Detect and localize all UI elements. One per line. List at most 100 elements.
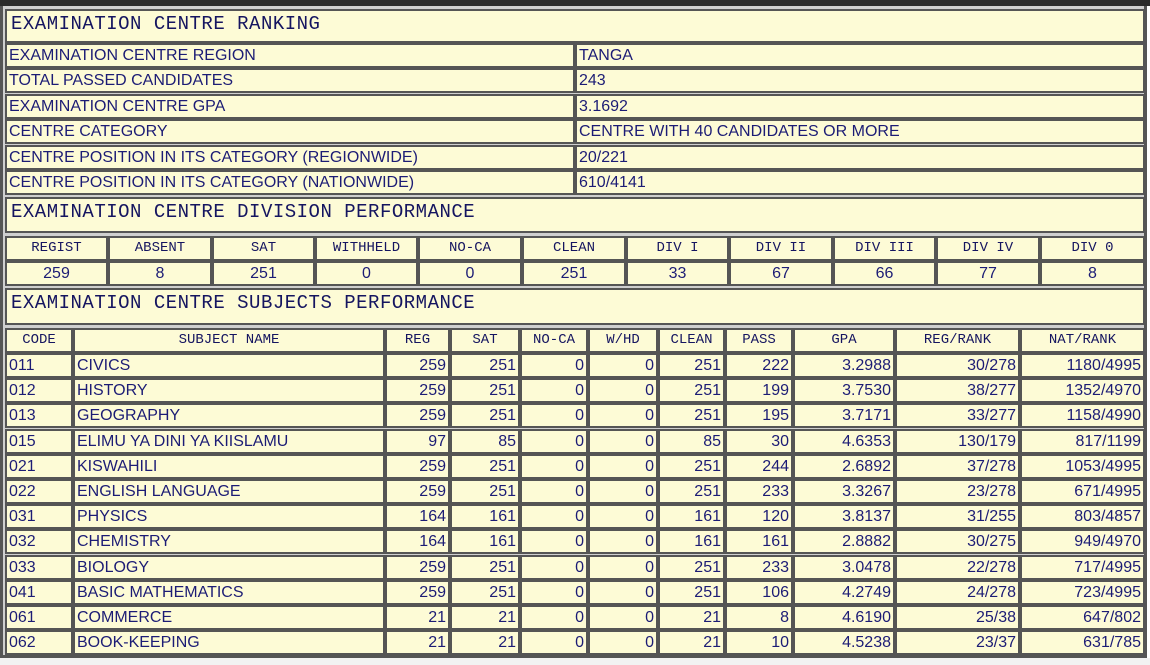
- subject-sat: 251: [450, 378, 520, 403]
- subject-gpa: 3.3267: [793, 479, 895, 504]
- subject-name: ELIMU YA DINI YA KIISLAMU: [73, 429, 385, 454]
- subject-code: 012: [5, 378, 73, 403]
- subject-name: HISTORY: [73, 378, 385, 403]
- division-value: 0: [315, 261, 418, 286]
- subject-code: 032: [5, 529, 73, 554]
- subject-sat: 85: [450, 429, 520, 454]
- division-header: DIV I: [626, 236, 729, 261]
- subject-code: 031: [5, 504, 73, 529]
- division-header: NO-CA: [418, 236, 522, 261]
- subject-code: 021: [5, 454, 73, 479]
- ranking-label: CENTRE CATEGORY: [5, 119, 575, 144]
- division-value: 8: [1040, 261, 1145, 286]
- subject-whd: 0: [588, 630, 658, 655]
- subjects-header: NAT/RANK: [1020, 328, 1145, 353]
- subject-clean: 251: [658, 403, 725, 428]
- subject-name: BIOLOGY: [73, 555, 385, 580]
- subject-reg-rank: 37/278: [895, 454, 1020, 479]
- division-value: 251: [212, 261, 315, 286]
- subjects-header: PASS: [725, 328, 793, 353]
- ranking-label: TOTAL PASSED CANDIDATES: [5, 68, 575, 93]
- subject-noca: 0: [520, 403, 588, 428]
- subject-name: COMMERCE: [73, 605, 385, 630]
- subject-reg: 164: [385, 504, 450, 529]
- subject-code: 033: [5, 555, 73, 580]
- subject-name: PHYSICS: [73, 504, 385, 529]
- subject-nat-rank: 1053/4995: [1020, 454, 1145, 479]
- ranking-label: EXAMINATION CENTRE GPA: [5, 94, 575, 119]
- subject-pass: 8: [725, 605, 793, 630]
- subject-gpa: 3.2988: [793, 353, 895, 378]
- division-value: 66: [833, 261, 936, 286]
- subjects-header: REG/RANK: [895, 328, 1020, 353]
- subject-clean: 251: [658, 479, 725, 504]
- subject-reg: 97: [385, 429, 450, 454]
- subject-pass: 106: [725, 580, 793, 605]
- subject-noca: 0: [520, 630, 588, 655]
- subject-whd: 0: [588, 605, 658, 630]
- subjects-header: REG: [385, 328, 450, 353]
- subject-whd: 0: [588, 555, 658, 580]
- subject-clean: 251: [658, 378, 725, 403]
- subject-clean: 85: [658, 429, 725, 454]
- subject-noca: 0: [520, 504, 588, 529]
- division-header: WITHHELD: [315, 236, 418, 261]
- subject-pass: 222: [725, 353, 793, 378]
- subject-reg: 21: [385, 605, 450, 630]
- subject-sat: 21: [450, 605, 520, 630]
- ranking-value: CENTRE WITH 40 CANDIDATES OR MORE: [575, 119, 1145, 144]
- subject-nat-rank: 671/4995: [1020, 479, 1145, 504]
- subject-sat: 251: [450, 353, 520, 378]
- subject-reg-rank: 30/278: [895, 353, 1020, 378]
- subject-whd: 0: [588, 378, 658, 403]
- subject-name: BOOK-KEEPING: [73, 630, 385, 655]
- subject-reg-rank: 30/275: [895, 529, 1020, 554]
- division-header: DIV 0: [1040, 236, 1145, 261]
- subject-code: 022: [5, 479, 73, 504]
- subject-code: 062: [5, 630, 73, 655]
- subject-gpa: 3.0478: [793, 555, 895, 580]
- division-header: REGIST: [5, 236, 108, 261]
- subject-reg-rank: 25/38: [895, 605, 1020, 630]
- subject-pass: 199: [725, 378, 793, 403]
- subject-sat: 251: [450, 479, 520, 504]
- subject-nat-rank: 817/1199: [1020, 429, 1145, 454]
- subject-gpa: 3.7530: [793, 378, 895, 403]
- subject-pass: 161: [725, 529, 793, 554]
- subject-reg: 259: [385, 454, 450, 479]
- subject-noca: 0: [520, 454, 588, 479]
- subject-name: KISWAHILI: [73, 454, 385, 479]
- subject-pass: 10: [725, 630, 793, 655]
- subjects-header: W/HD: [588, 328, 658, 353]
- section-title-subjects: EXAMINATION CENTRE SUBJECTS PERFORMANCE: [5, 288, 1145, 325]
- ranking-label: CENTRE POSITION IN ITS CATEGORY (REGIONW…: [5, 145, 575, 170]
- subject-pass: 233: [725, 479, 793, 504]
- top-bar: [0, 0, 1150, 6]
- subject-whd: 0: [588, 529, 658, 554]
- subject-gpa: 4.6353: [793, 429, 895, 454]
- subject-reg-rank: 31/255: [895, 504, 1020, 529]
- subject-nat-rank: 647/802: [1020, 605, 1145, 630]
- ranking-value: 243: [575, 68, 1145, 93]
- subject-reg: 259: [385, 403, 450, 428]
- subject-reg-rank: 38/277: [895, 378, 1020, 403]
- subjects-header: NO-CA: [520, 328, 588, 353]
- subject-gpa: 4.5238: [793, 630, 895, 655]
- division-value: 33: [626, 261, 729, 286]
- subject-nat-rank: 631/785: [1020, 630, 1145, 655]
- subject-nat-rank: 717/4995: [1020, 555, 1145, 580]
- subject-clean: 251: [658, 580, 725, 605]
- subject-reg-rank: 22/278: [895, 555, 1020, 580]
- subject-sat: 21: [450, 630, 520, 655]
- subject-pass: 120: [725, 504, 793, 529]
- division-header: DIV IV: [936, 236, 1040, 261]
- subject-sat: 161: [450, 529, 520, 554]
- subject-gpa: 2.6892: [793, 454, 895, 479]
- subject-reg: 21: [385, 630, 450, 655]
- bottom-strip: [0, 658, 1150, 665]
- subjects-header: GPA: [793, 328, 895, 353]
- subject-reg-rank: 23/278: [895, 479, 1020, 504]
- subject-nat-rank: 723/4995: [1020, 580, 1145, 605]
- subject-noca: 0: [520, 429, 588, 454]
- subject-nat-rank: 1352/4970: [1020, 378, 1145, 403]
